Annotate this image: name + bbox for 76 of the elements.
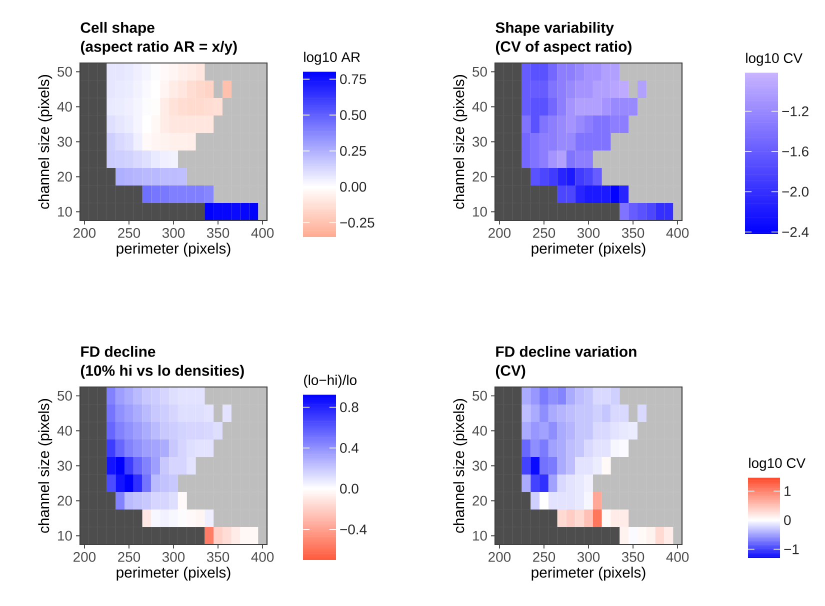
y-tick-label: 10 (473, 530, 487, 541)
x-tick-label: 300 (162, 552, 185, 562)
x-tick-label: 250 (533, 228, 556, 238)
y-axis-title: channel size (pixels) (453, 75, 468, 209)
x-tick-label: 400 (666, 228, 689, 238)
chart-subtitle: (10% hi vs lo densities) (80, 364, 244, 379)
x-tick-label: 250 (533, 552, 556, 562)
color-bar-label: 1 (784, 486, 791, 496)
y-tick-label: 20 (472, 172, 487, 182)
color-bar-label: 0.75 (340, 74, 366, 84)
color-bar-label: −1.2 (782, 106, 808, 116)
color-bar-label: −1 (784, 544, 799, 554)
color-bar-label: −0.25 (340, 218, 374, 228)
chart-subtitle: (CV) (496, 364, 526, 379)
x-tick-label: 300 (577, 228, 600, 238)
color-bar-label: −2.0 (782, 186, 809, 197)
x-tick-label: 200 (74, 552, 96, 562)
x-tick-label: 350 (206, 228, 230, 238)
x-axis-title: perimeter (pixels) (532, 242, 646, 257)
y-tick-label: 20 (58, 172, 72, 182)
x-axis-title: perimeter (pixels) (116, 242, 230, 257)
x-tick-label: 400 (251, 552, 274, 562)
y-axis-title: channel size (pixels) (453, 399, 468, 533)
color-bar-label: 0.50 (340, 110, 366, 120)
x-tick-label: 400 (251, 228, 274, 238)
color-bar-title: log10 AR (304, 52, 360, 65)
color-bar-label: 0.25 (340, 146, 366, 156)
x-tick-label: 350 (622, 552, 644, 562)
x-axis-title: perimeter (pixels) (532, 566, 646, 581)
y-axis-title: channel size (pixels) (38, 399, 52, 533)
x-tick-label: 250 (118, 228, 140, 238)
y-tick-label: 20 (58, 496, 72, 506)
color-bar-label: 0.8 (340, 402, 358, 412)
chart-title: Cell shape (80, 22, 154, 36)
y-tick-label: 20 (472, 496, 487, 506)
color-bar-label: −0.4 (340, 524, 367, 534)
chart-subtitle: (CV of aspect ratio) (496, 40, 632, 55)
y-tick-label: 40 (57, 426, 72, 436)
y-tick-label: 30 (57, 136, 72, 147)
color-bar-title: (lo−hi)/lo (304, 374, 356, 388)
color-bar-label: 0 (784, 515, 791, 526)
y-tick-label: 50 (58, 390, 72, 401)
color-bar-label: 0.0 (340, 484, 358, 494)
color-bar-label: −1.6 (782, 146, 808, 156)
chart-subtitle: (aspect ratio AR = x/y) (80, 40, 237, 55)
y-tick-label: 40 (472, 426, 487, 436)
x-tick-label: 200 (488, 552, 511, 562)
color-bar-title: log10 CV (746, 52, 803, 66)
y-tick-label: 10 (58, 206, 72, 217)
chart-title: FD decline variation (496, 346, 636, 357)
x-axis-title: perimeter (pixels) (116, 566, 230, 581)
x-tick-label: 350 (622, 228, 644, 238)
chart-title: FD decline (81, 346, 156, 357)
y-tick-label: 10 (58, 530, 72, 541)
x-tick-label: 300 (577, 552, 600, 562)
color-bar-label: 0.4 (340, 443, 358, 453)
y-tick-label: 40 (472, 102, 487, 112)
y-axis-title: channel size (pixels) (38, 75, 52, 209)
chart-title: Shape variability (496, 22, 614, 36)
color-bar-label: 0.00 (340, 182, 366, 192)
x-tick-label: 200 (74, 228, 96, 238)
color-bar-title: log10 CV (749, 458, 806, 471)
y-tick-label: 40 (57, 102, 72, 112)
color-bar-label: −2.4 (782, 227, 809, 237)
x-tick-label: 300 (162, 228, 185, 238)
y-tick-label: 50 (472, 390, 487, 401)
y-tick-label: 30 (472, 136, 487, 147)
y-tick-label: 10 (473, 206, 487, 217)
y-tick-label: 30 (472, 460, 487, 471)
y-tick-label: 50 (472, 66, 487, 77)
x-tick-label: 200 (488, 228, 511, 238)
x-tick-label: 350 (206, 552, 230, 562)
y-tick-label: 50 (58, 66, 72, 77)
y-tick-label: 30 (57, 460, 72, 471)
x-tick-label: 250 (118, 552, 140, 562)
x-tick-label: 400 (666, 552, 689, 562)
